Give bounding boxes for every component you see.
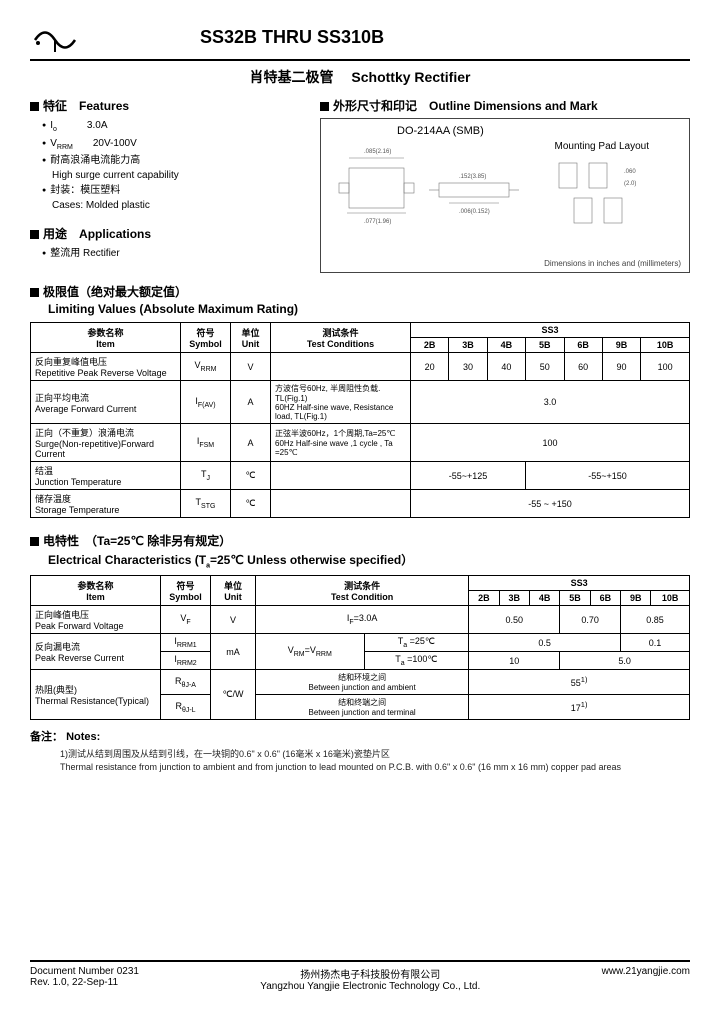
limiting-head: 极限值（绝对最大额定值） <box>30 283 690 300</box>
main-title: SS32B THRU SS310B <box>200 27 384 48</box>
table-row: 正向峰值电压Peak Forward Voltage VF V IF=3.0A … <box>31 606 690 634</box>
square-icon <box>30 102 39 111</box>
header-row: SS32B THRU SS310B <box>30 20 690 55</box>
header-rule <box>30 59 690 61</box>
svg-text:.085(2.16): .085(2.16) <box>364 149 391 155</box>
subtitle-cn: 肖特基二极管 <box>250 69 334 85</box>
table-row: 正向平均电流Average Forward Current IF(AV) A 方… <box>31 381 690 424</box>
elec-head: 电特性 （Ta=25℃ 除非另有规定） <box>30 532 690 549</box>
feat-case-en: Cases: Molded plastic <box>52 198 300 213</box>
feat-surge-cn: 耐高浪涌电流能力高 <box>42 153 300 168</box>
apps-head: 用途 Applications <box>30 225 300 242</box>
package-drawing-icon: .085(2.16) .077(1.96) .152(3.85) .006(0.… <box>329 143 649 253</box>
apps-cn: 用途 <box>43 227 67 241</box>
table-row: 结温Junction Temperature TJ ℃ -55~+125 -55… <box>31 462 690 490</box>
feat-io: Io 3.0A <box>42 118 300 136</box>
outline-head: 外形尺寸和印记 Outline Dimensions and Mark <box>320 97 690 114</box>
dim-note: Dimensions in inches and (millimeters) <box>544 259 681 268</box>
feat-vrrm: VRRM 20V-100V <box>42 136 300 154</box>
feat-surge-en: High surge current capability <box>52 168 300 183</box>
table-row: 正向（不重复）浪涌电流Surge(Non-repetitive)Forward … <box>31 424 690 462</box>
footer: Document Number 0231 Rev. 1.0, 22-Sep-11… <box>30 960 690 992</box>
svg-text:.077(1.96): .077(1.96) <box>364 219 391 225</box>
outline-cn: 外形尺寸和印记 <box>333 99 417 113</box>
notes: 备注： Notes: 1)测试从结到周围及从结到引线，在一块铜的0.6" x 0… <box>30 728 690 775</box>
features-cn: 特征 <box>43 99 67 113</box>
table-row: 参数名称Item 符号Symbol 单位Unit 测试条件Test Condit… <box>31 323 690 338</box>
footer-center: 扬州扬杰电子科技股份有限公司 Yangzhou Yangjie Electron… <box>260 966 480 992</box>
table-row: 反向重复峰值电压Repetitive Peak Reverse Voltage … <box>31 353 690 381</box>
table-row: 反向漏电流Peak Reverse Current IRRM1 mA VRM=V… <box>31 634 690 652</box>
company-logo-icon <box>30 20 80 55</box>
footer-left: Document Number 0231 Rev. 1.0, 22-Sep-11 <box>30 966 139 992</box>
footer-right: www.21yangjie.com <box>602 966 690 992</box>
svg-text:.060: .060 <box>624 169 636 175</box>
table-row: 参数名称Item 符号Symbol 单位Unit 测试条件Test Condit… <box>31 576 690 591</box>
package-box: DO-214AA (SMB) Mounting Pad Layout <box>320 118 690 273</box>
footer-row: Document Number 0231 Rev. 1.0, 22-Sep-11… <box>30 966 690 992</box>
elec-table: 参数名称Item 符号Symbol 单位Unit 测试条件Test Condit… <box>30 575 690 720</box>
features-head: 特征 Features <box>30 97 300 114</box>
pkg-name: DO-214AA (SMB) <box>397 125 683 137</box>
features-en: Features <box>79 99 129 113</box>
outline-en: Outline Dimensions and Mark <box>429 99 598 113</box>
svg-text:(2.0): (2.0) <box>624 181 636 187</box>
features-col: 特征 Features Io 3.0A VRRM 20V-100V 耐高浪涌电流… <box>30 97 300 273</box>
notes-head: 备注： Notes: <box>30 731 100 743</box>
footer-rule <box>30 960 690 962</box>
subtitle: 肖特基二极管 Schottky Rectifier <box>30 67 690 87</box>
apps-en: Applications <box>79 227 151 241</box>
outline-col: 外形尺寸和印记 Outline Dimensions and Mark DO-2… <box>320 97 690 273</box>
limiting-table: 参数名称Item 符号Symbol 单位Unit 测试条件Test Condit… <box>30 322 690 518</box>
svg-text:.006(0.152): .006(0.152) <box>459 209 490 215</box>
table-row: 储存温度Storage Temperature TSTG ℃ -55 ~ +15… <box>31 490 690 518</box>
square-icon <box>30 288 39 297</box>
app-item: 整流用 Rectifier <box>42 246 300 261</box>
square-icon <box>30 537 39 546</box>
feat-case-cn: 封装：模压塑料 <box>42 183 300 198</box>
svg-text:.152(3.85): .152(3.85) <box>459 174 486 180</box>
top-section: 特征 Features Io 3.0A VRRM 20V-100V 耐高浪涌电流… <box>30 97 690 273</box>
notes-body: 1)测试从结到周围及从结到引线，在一块铜的0.6" x 0.6" (16毫米 x… <box>60 748 690 775</box>
square-icon <box>320 102 329 111</box>
square-icon <box>30 230 39 239</box>
table-row: 热阻(典型)Thermal Resistance(Typical) RθJ-A … <box>31 669 690 694</box>
elec-head-en: Electrical Characteristics (Ta=25℃ Unles… <box>48 551 690 569</box>
subtitle-en: Schottky Rectifier <box>351 69 470 85</box>
limiting-head-en: Limiting Values (Absolute Maximum Rating… <box>48 302 690 316</box>
